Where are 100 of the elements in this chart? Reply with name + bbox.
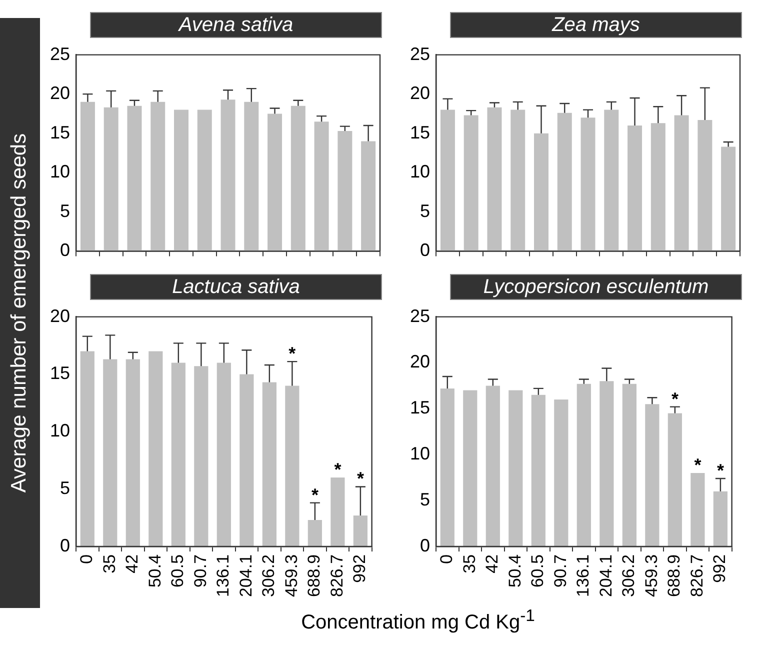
- bar: [244, 102, 259, 252]
- y-tick-label: 20: [50, 83, 70, 104]
- x-tick-label: 136.1: [214, 554, 233, 598]
- bar: [127, 106, 142, 252]
- bar: [194, 366, 208, 546]
- y-tick-label: 20: [50, 306, 70, 326]
- bar: [713, 491, 728, 546]
- x-tick-label: 42: [482, 554, 502, 574]
- bar: [216, 362, 231, 546]
- bar: [531, 394, 546, 546]
- bar: [290, 106, 306, 252]
- bar: [353, 515, 368, 546]
- annotation: *: [288, 344, 296, 364]
- x-axis-title: Concentration mg Cd Kg$^{-1}$: [300, 606, 536, 635]
- y-tick-label: 5: [60, 478, 70, 498]
- chart-title: Zea mays: [450, 12, 742, 38]
- x-tick-label: 688.9: [664, 554, 684, 598]
- bar: [150, 102, 166, 252]
- x-tick-label: 60.5: [528, 554, 548, 588]
- bar: [440, 388, 454, 546]
- bar: [314, 122, 329, 252]
- bar: [622, 384, 636, 546]
- x-tick-label: 826.7: [687, 554, 706, 598]
- annotation: *: [334, 460, 342, 480]
- y-tick-label: 25: [50, 44, 70, 64]
- y-tick-label: 10: [50, 162, 70, 182]
- bar: [171, 362, 186, 546]
- bar: [174, 110, 188, 252]
- annotation: *: [716, 460, 724, 480]
- x-tick-label: 688.9: [304, 554, 324, 598]
- x-tick-label: 826.7: [327, 554, 346, 598]
- x-tick-label: 204.1: [236, 554, 256, 598]
- bar: [580, 118, 596, 252]
- y-tick-label: 5: [420, 200, 430, 221]
- annotation: *: [694, 454, 702, 475]
- x-tick-label: 459.3: [642, 554, 661, 598]
- annotation: *: [356, 468, 364, 489]
- x-tick-label: 306.2: [259, 554, 278, 598]
- y-tick-label: 15: [410, 122, 430, 142]
- bar: [464, 115, 478, 252]
- bar: [510, 110, 526, 252]
- bar: [690, 472, 705, 546]
- bar: [604, 110, 619, 252]
- bar: [463, 390, 478, 546]
- x-tick-label: 136.1: [574, 554, 593, 598]
- y-tick-label: 10: [410, 444, 430, 464]
- y-tick-label: 25: [410, 306, 430, 326]
- x-tick-label: 50.4: [145, 554, 164, 588]
- chart-title: Avena sativa: [90, 12, 382, 38]
- bar: [103, 359, 118, 546]
- annotation: *: [311, 484, 318, 505]
- bar: [668, 413, 682, 546]
- bar: [440, 110, 455, 252]
- bar: [330, 478, 345, 546]
- bar: [698, 120, 712, 252]
- bar: [104, 107, 118, 252]
- bar: [554, 399, 568, 546]
- bar: [262, 382, 276, 546]
- x-tick-label: 35: [100, 554, 119, 574]
- bar: [508, 390, 523, 546]
- bar: [674, 115, 689, 252]
- bar: [628, 126, 642, 252]
- bar: [650, 123, 666, 252]
- x-tick-label: 204.1: [596, 554, 616, 598]
- x-tick-label: 35: [460, 554, 479, 574]
- y-tick-label: 5: [420, 489, 430, 510]
- bar: [197, 110, 212, 252]
- bar: [338, 131, 352, 252]
- bar: [80, 102, 95, 252]
- x-tick-label: 992: [350, 554, 370, 583]
- x-tick-label: 90.7: [550, 554, 570, 588]
- bar: [534, 133, 548, 252]
- bar: [721, 146, 736, 252]
- x-tick-label: 306.2: [619, 554, 638, 598]
- x-tick-label: 0: [437, 554, 456, 564]
- y-tick-label: 25: [410, 44, 430, 64]
- y-tick-label: 20: [410, 83, 430, 104]
- y-tick-label: 10: [410, 162, 430, 182]
- bar: [487, 107, 502, 252]
- bar: [557, 112, 572, 252]
- annotation: *: [671, 388, 678, 409]
- bar: [268, 114, 282, 252]
- y-tick-label: 15: [50, 122, 70, 142]
- x-tick-label: 50.4: [505, 554, 524, 588]
- x-tick-label: 42: [122, 554, 142, 574]
- y-tick-label: 15: [410, 398, 430, 418]
- bar: [576, 384, 591, 546]
- y-tick-label: 20: [410, 352, 430, 372]
- bar: [80, 351, 94, 546]
- bar: [285, 386, 300, 546]
- y-tick-label: 0: [420, 240, 430, 260]
- bar: [148, 351, 163, 546]
- chart-title: Lactuca sativa: [90, 274, 382, 300]
- x-tick-label: 60.5: [168, 554, 188, 588]
- bar: [126, 359, 140, 546]
- y-axis-title: Average number of emergerged seeds: [8, 133, 32, 493]
- chart-title: Lycopersicon esculentum: [450, 274, 742, 300]
- bar: [220, 100, 236, 252]
- y-tick-label: 10: [50, 420, 70, 441]
- bar: [308, 520, 322, 546]
